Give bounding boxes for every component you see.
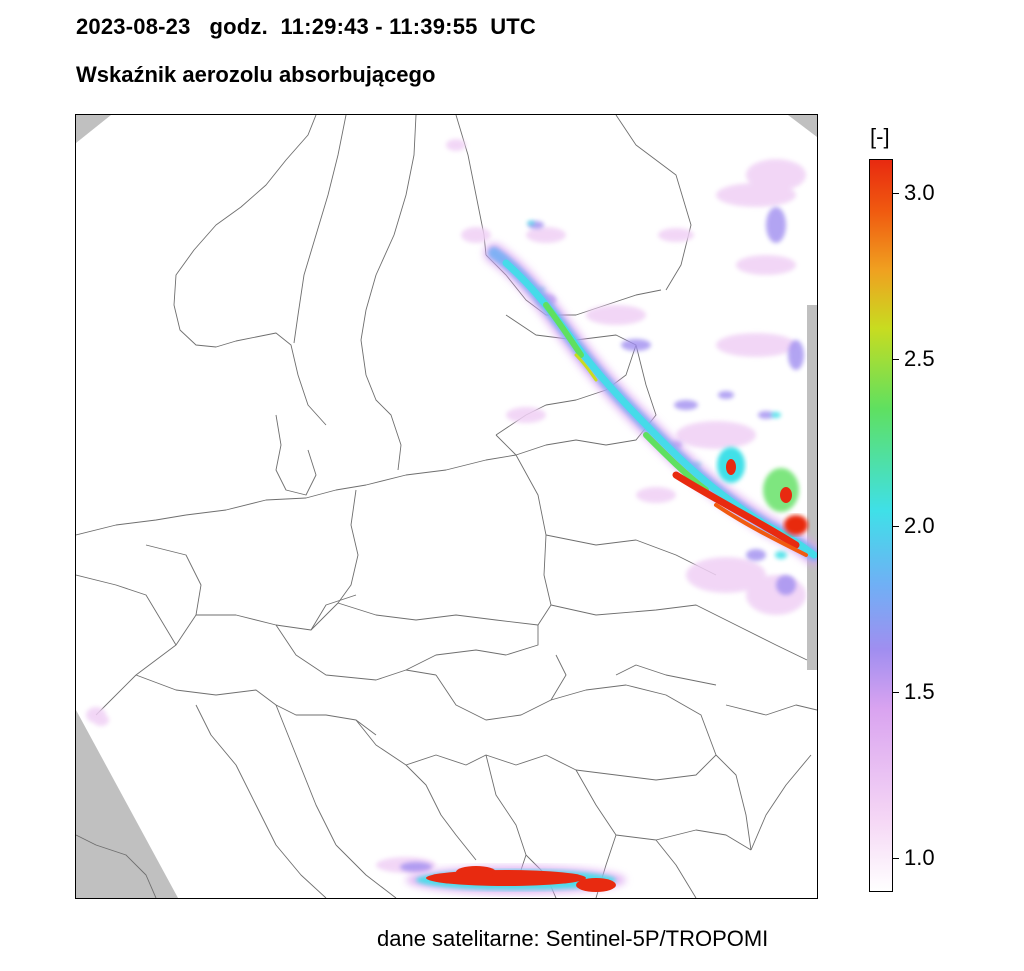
colorbar-tick-mark <box>893 525 899 527</box>
product-title: Wskaźnik aerozolu absorbującego <box>76 62 436 87</box>
timestamp-title: 2023-08-23 godz. 11:29:43 - 11:39:55 UTC <box>76 14 537 39</box>
aerosol-plume-main <box>484 243 817 565</box>
colorbar-unit: [-] <box>870 124 890 149</box>
colorbar <box>869 159 893 892</box>
map-panel <box>75 114 818 899</box>
aerosol-speckle-light <box>86 139 806 873</box>
colorbar-tick-label: 2.0 <box>904 512 935 538</box>
no-data-area-top-left <box>76 115 111 143</box>
no-data-area-top-right <box>788 115 817 137</box>
colorbar-tick-label: 2.5 <box>904 346 935 372</box>
colorbar-tick-label: 1.5 <box>904 678 935 704</box>
aerosol-plume-south <box>406 866 626 894</box>
colorbar-gradient <box>870 160 892 891</box>
colorbar-tick-mark <box>893 193 899 195</box>
no-data-area-bottom-left <box>76 710 178 898</box>
data-source: dane satelitarne: Sentinel-5P/TROPOMI <box>377 926 769 951</box>
country-borders <box>76 115 817 898</box>
colorbar-tick-label: 1.0 <box>904 844 935 870</box>
colorbar-tick-mark <box>893 359 899 361</box>
colorbar-tick-mark <box>893 691 899 693</box>
colorbar-tick-mark <box>893 857 899 859</box>
aerosol-hotspot-east <box>717 447 808 535</box>
no-data-area-right <box>807 305 817 670</box>
map-svg <box>76 115 817 898</box>
aerosol-speckle-mid <box>400 207 804 872</box>
colorbar-tick-label: 3.0 <box>904 180 935 206</box>
